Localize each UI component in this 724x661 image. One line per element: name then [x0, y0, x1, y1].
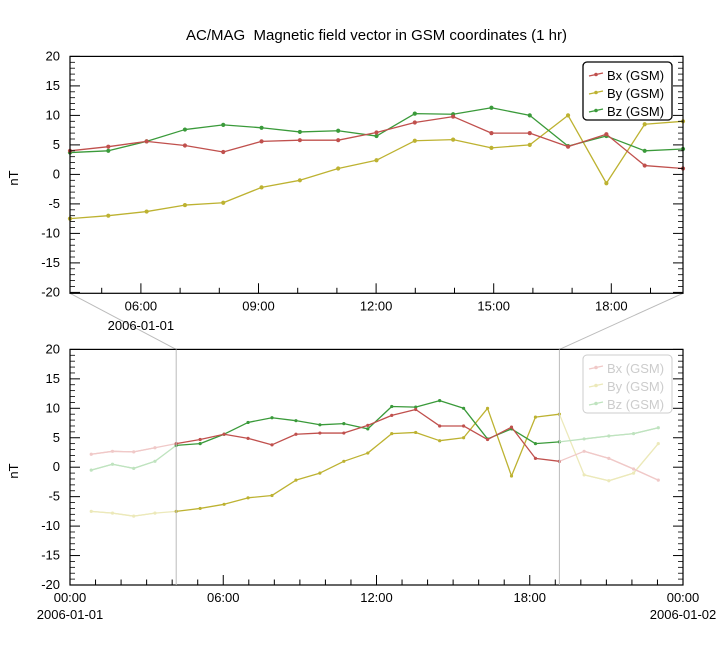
- svg-text:nT: nT: [6, 170, 21, 185]
- svg-text:-20: -20: [41, 284, 60, 299]
- svg-text:09:00: 09:00: [242, 298, 275, 313]
- svg-text:10: 10: [46, 107, 60, 122]
- svg-text:0: 0: [53, 459, 60, 474]
- svg-text:00:00: 00:00: [667, 590, 700, 605]
- svg-text:2006-01-01: 2006-01-01: [108, 318, 175, 333]
- svg-text:AC/MAG Magnetic field vector: AC/MAG Magnetic field vector in GSM coor…: [186, 27, 567, 44]
- svg-text:5: 5: [53, 430, 60, 445]
- svg-text:15:00: 15:00: [477, 298, 510, 313]
- svg-text:0: 0: [53, 166, 60, 181]
- svg-text:20: 20: [46, 341, 60, 356]
- svg-text:00:00: 00:00: [54, 590, 87, 605]
- svg-text:2006-01-01: 2006-01-01: [37, 607, 104, 622]
- svg-text:18:00: 18:00: [513, 590, 546, 605]
- svg-text:Bz (GSM): Bz (GSM): [607, 104, 664, 119]
- svg-text:12:00: 12:00: [360, 298, 393, 313]
- svg-text:5: 5: [53, 137, 60, 152]
- svg-text:-10: -10: [41, 518, 60, 533]
- svg-text:15: 15: [46, 371, 60, 386]
- svg-text:Bx (GSM): Bx (GSM): [607, 68, 664, 83]
- svg-text:-10: -10: [41, 225, 60, 240]
- svg-text:-5: -5: [48, 489, 60, 504]
- svg-text:-15: -15: [41, 548, 60, 563]
- svg-text:2006-01-02: 2006-01-02: [650, 607, 717, 622]
- svg-text:By (GSM): By (GSM): [607, 379, 664, 394]
- svg-text:-15: -15: [41, 255, 60, 270]
- svg-text:20: 20: [46, 48, 60, 63]
- svg-text:-20: -20: [41, 577, 60, 592]
- svg-text:By (GSM): By (GSM): [607, 86, 664, 101]
- svg-text:12:00: 12:00: [360, 590, 393, 605]
- svg-text:nT: nT: [6, 463, 21, 478]
- svg-text:-5: -5: [48, 196, 60, 211]
- svg-text:18:00: 18:00: [595, 298, 628, 313]
- svg-text:06:00: 06:00: [125, 298, 158, 313]
- svg-text:15: 15: [46, 78, 60, 93]
- svg-text:Bx (GSM): Bx (GSM): [607, 361, 664, 376]
- svg-text:Bz (GSM): Bz (GSM): [607, 397, 664, 412]
- svg-text:06:00: 06:00: [207, 590, 240, 605]
- svg-text:10: 10: [46, 400, 60, 415]
